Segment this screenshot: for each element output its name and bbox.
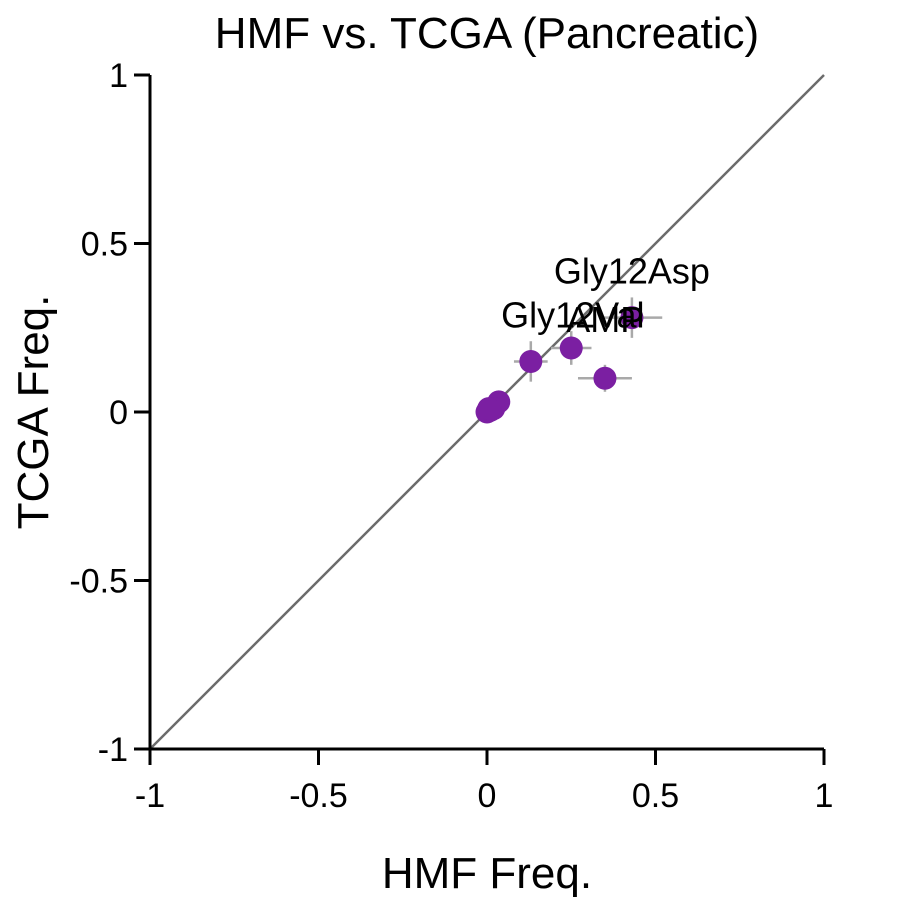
data-point bbox=[519, 349, 543, 373]
chart-title: HMF vs. TCGA (Pancreatic) bbox=[215, 9, 759, 58]
y-tick-label: 1 bbox=[109, 57, 128, 95]
y-tick-label: -1 bbox=[98, 731, 128, 769]
data-point bbox=[559, 336, 583, 360]
point-label: Gly12Val bbox=[501, 294, 644, 335]
point-label: Gly12Asp bbox=[554, 251, 710, 292]
data-point bbox=[620, 306, 644, 330]
data-point bbox=[477, 397, 501, 421]
y-tick-label: -0.5 bbox=[69, 563, 128, 601]
plot-area: -1 -0.5 0 0.5 1 -1 -0.5 0 0.5 1 Gly12Asp AMPGly12Va… bbox=[69, 57, 833, 815]
x-tick-label: 0 bbox=[478, 777, 497, 815]
y-tick-label: 0 bbox=[109, 394, 128, 432]
x-tick-label: -0.5 bbox=[289, 777, 348, 815]
x-axis-label: HMF Freq. bbox=[382, 849, 592, 898]
data-point bbox=[593, 366, 617, 390]
y-axis-label: TCGA Freq. bbox=[9, 295, 58, 530]
y-tick-label: 0.5 bbox=[81, 226, 128, 264]
x-tick-label: -1 bbox=[135, 777, 165, 815]
point-label: AMP bbox=[566, 299, 644, 340]
x-tick-label: 0.5 bbox=[632, 777, 679, 815]
x-tick-label: 1 bbox=[815, 777, 834, 815]
